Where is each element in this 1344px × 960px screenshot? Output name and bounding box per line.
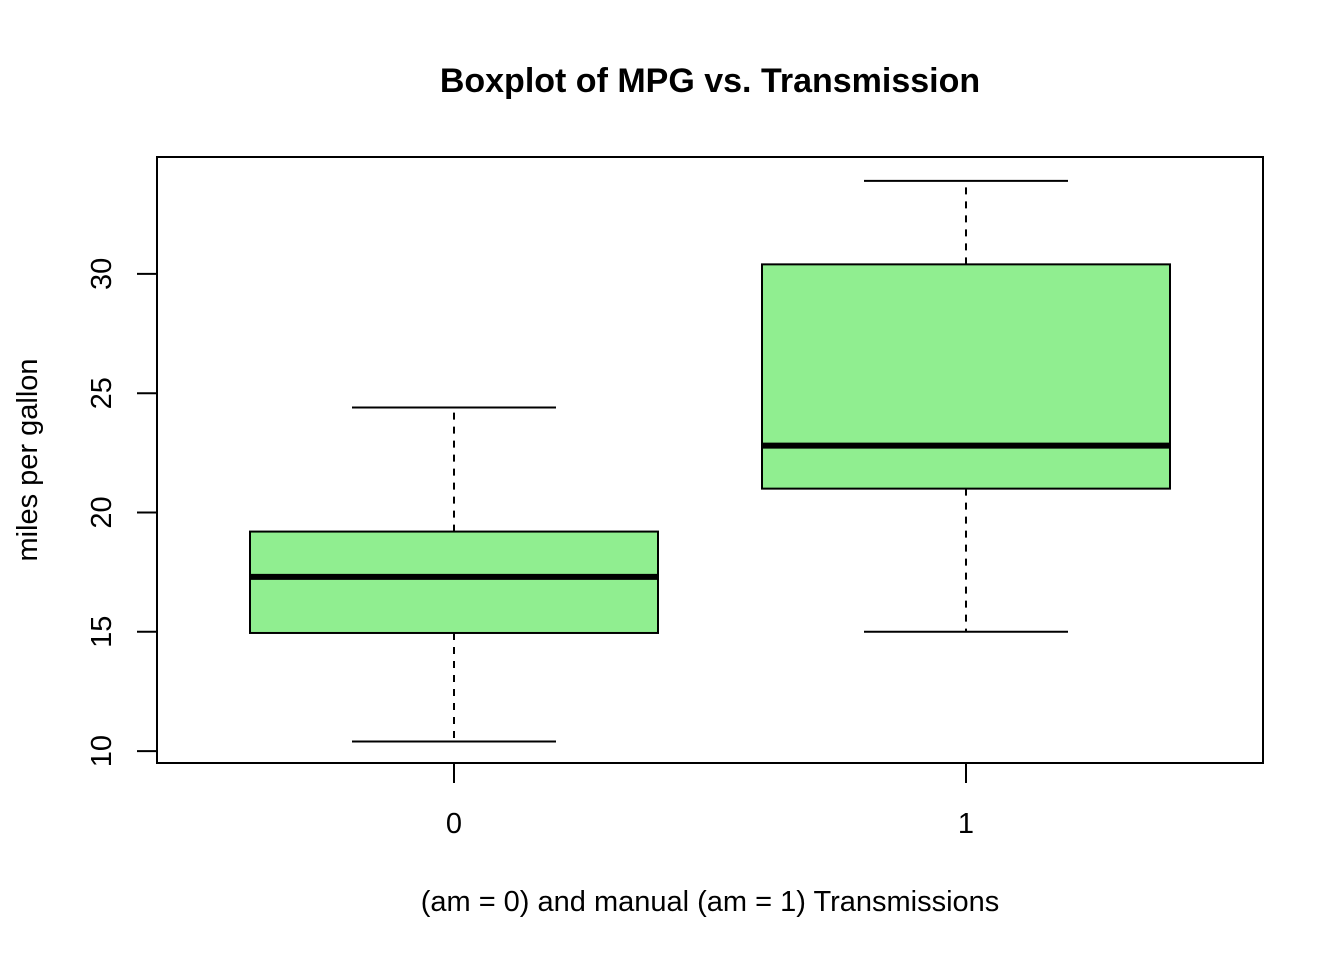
y-tick-label-15: 15	[86, 616, 118, 648]
x-tick-label-0: 0	[446, 808, 462, 840]
box-group-1	[761, 179, 1171, 633]
y-axis-label: miles per gallon	[12, 358, 44, 561]
y-tick-label-20: 20	[86, 496, 118, 528]
plot-layer	[249, 179, 1171, 743]
y-tick-label-25: 25	[86, 377, 118, 409]
x-tick-label-1: 1	[958, 808, 974, 840]
box-0	[249, 530, 659, 634]
axis-layer: 0 1 10 15 20 25 30	[86, 258, 974, 840]
y-tick-label-10: 10	[86, 735, 118, 767]
chart-title: Boxplot of MPG vs. Transmission	[440, 62, 980, 100]
y-tick-label-30: 30	[86, 258, 118, 290]
box-1	[761, 263, 1171, 490]
box-group-0	[249, 406, 659, 743]
x-axis-label: (am = 0) and manual (am = 1) Transmissio…	[421, 886, 1000, 918]
